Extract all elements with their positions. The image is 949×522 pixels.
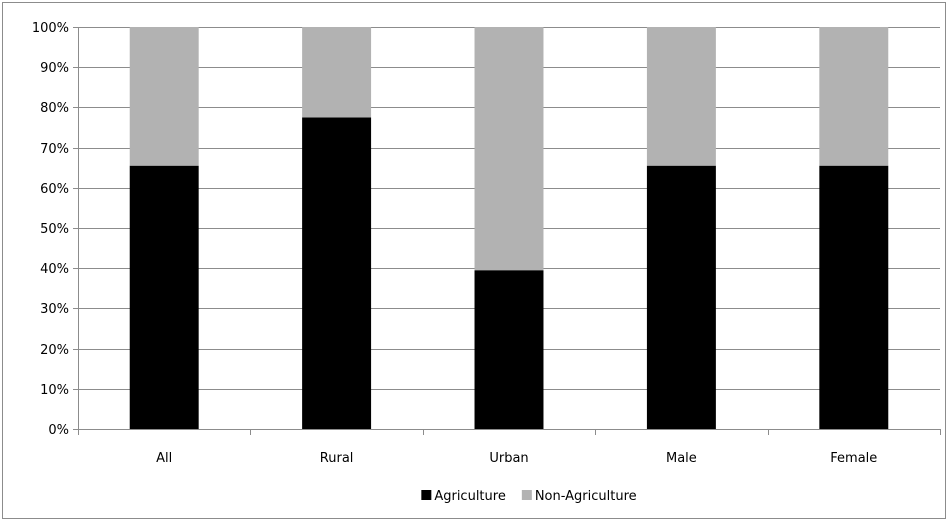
x-category-label: Urban bbox=[489, 451, 528, 466]
bar-segment-non-agriculture bbox=[302, 27, 372, 118]
bar-segment-non-agriculture bbox=[474, 27, 544, 271]
legend-swatch-non-agriculture bbox=[521, 490, 532, 500]
y-tick-label: 70% bbox=[40, 142, 69, 157]
y-tick-label: 60% bbox=[40, 182, 69, 197]
bar-segment-non-agriculture bbox=[646, 27, 716, 166]
bars bbox=[129, 27, 889, 429]
y-tick-label: 90% bbox=[40, 61, 69, 76]
x-category-label: Male bbox=[666, 451, 697, 466]
y-tick-label: 0% bbox=[48, 423, 69, 438]
bar-segment-agriculture bbox=[302, 117, 372, 429]
legend-label-agriculture: Agriculture bbox=[434, 489, 506, 504]
x-category-label: All bbox=[156, 451, 172, 466]
bar-segment-non-agriculture bbox=[819, 27, 889, 166]
legend-swatch-agriculture bbox=[421, 490, 432, 500]
axes bbox=[73, 27, 941, 435]
y-tick-label: 100% bbox=[32, 21, 69, 36]
bar-segment-non-agriculture bbox=[129, 27, 199, 166]
y-tick-label: 40% bbox=[40, 262, 69, 277]
legend-label-non-agriculture: Non-Agriculture bbox=[535, 489, 637, 504]
y-tick-label: 80% bbox=[40, 101, 69, 116]
y-tick-label: 20% bbox=[40, 343, 69, 358]
y-tick-labels: 0% 10% 20% 30% 40% 50% 60% 70% 80% 90% 100% bbox=[32, 21, 69, 438]
bar-segment-agriculture bbox=[129, 165, 199, 429]
y-tick-label: 10% bbox=[40, 383, 69, 398]
x-category-label: Female bbox=[830, 451, 877, 466]
bar-segment-agriculture bbox=[646, 165, 716, 429]
y-tick-label: 50% bbox=[40, 222, 69, 237]
y-tick-label: 30% bbox=[40, 302, 69, 317]
x-category-labels: All Rural Urban Male Female bbox=[156, 451, 877, 466]
legend: Agriculture Non-Agriculture bbox=[421, 489, 637, 504]
x-category-label: Rural bbox=[320, 451, 354, 466]
bar-segment-agriculture bbox=[474, 270, 544, 429]
bar-segment-agriculture bbox=[819, 165, 889, 429]
